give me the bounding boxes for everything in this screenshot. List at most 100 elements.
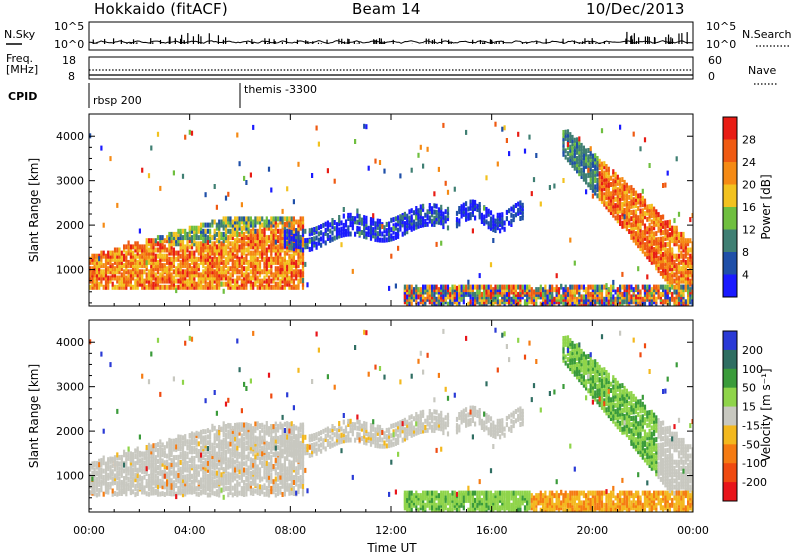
heatmap-cell	[156, 263, 160, 269]
heatmap-cell	[132, 259, 135, 265]
heatmap-cell	[127, 446, 130, 452]
heatmap-cell	[240, 250, 243, 256]
heatmap-cell	[213, 460, 216, 466]
heatmap-cell	[265, 216, 268, 222]
heatmap-cell	[317, 225, 320, 231]
heatmap-cell	[265, 259, 268, 265]
heatmap-cell	[213, 474, 216, 480]
heatmap-cell	[247, 471, 250, 477]
heatmap-cell	[619, 208, 622, 214]
heatmap-cell	[462, 284, 465, 290]
heatmap-cell	[222, 225, 225, 231]
heatmap-cell	[211, 241, 214, 247]
heatmap-cell	[240, 433, 243, 439]
heatmap-cell	[215, 259, 218, 265]
heatmap-cell	[675, 272, 678, 278]
heatmap-cell	[104, 489, 108, 495]
heatmap-cell	[120, 256, 123, 262]
heatmap-cell	[252, 451, 255, 457]
heatmap-cell	[118, 278, 121, 284]
heatmap-cell	[659, 224, 662, 230]
heatmap-cell	[206, 259, 209, 265]
heatmap-cell	[283, 243, 286, 249]
cpid-label: CPID	[8, 90, 37, 103]
heatmap-cell	[218, 284, 221, 290]
heatmap-cell	[138, 228, 141, 234]
heatmap-cell	[628, 229, 631, 234]
heatmap-cell	[301, 235, 305, 241]
heatmap-cell	[166, 459, 169, 465]
heatmap-cell	[419, 223, 422, 228]
heatmap-cell	[582, 151, 585, 157]
heatmap-cell	[197, 470, 200, 476]
heatmap-cell	[179, 272, 182, 278]
heatmap-cell	[125, 250, 128, 256]
heatmap-cell	[315, 125, 318, 131]
heatmap-cell	[446, 206, 450, 212]
heatmap-cell	[311, 237, 314, 242]
heatmap-cell	[111, 256, 114, 262]
heatmap-cell	[156, 458, 160, 464]
heatmap-cell	[263, 225, 266, 231]
heatmap-cell	[682, 278, 685, 284]
heatmap-cell	[138, 275, 141, 281]
heatmap-cell	[238, 238, 241, 244]
heatmap-cell	[548, 185, 551, 190]
noise-panel: N.Sky 10^5 10^0 10^5 10^0 N.Search	[4, 20, 792, 51]
heatmap-cell	[406, 229, 409, 235]
heatmap-cell	[286, 259, 289, 265]
heatmap-cell	[204, 238, 207, 244]
heatmap-cell	[609, 191, 613, 197]
heatmap-cell	[263, 228, 266, 234]
heatmap-cell	[639, 214, 642, 220]
heatmap-cell	[98, 491, 101, 497]
heatmap-cell	[616, 215, 619, 221]
heatmap-cell	[274, 266, 277, 272]
heatmap-cell	[270, 272, 273, 278]
heatmap-cell	[367, 228, 370, 234]
heatmap-cell	[256, 464, 259, 470]
heatmap-cell	[166, 238, 169, 244]
heatmap-cell	[227, 492, 230, 498]
heatmap-cell	[243, 284, 246, 290]
heatmap-cell	[222, 455, 225, 461]
heatmap-cell	[159, 464, 162, 470]
heatmap-cell	[220, 247, 223, 253]
heatmap-cell	[172, 247, 175, 253]
heatmap-cell	[582, 158, 585, 164]
heatmap-cell	[93, 470, 96, 476]
heatmap-cell	[236, 445, 239, 451]
heatmap-cell	[655, 218, 658, 224]
heatmap-cell	[236, 231, 239, 237]
heatmap-cell	[234, 436, 237, 442]
heatmap-cell	[297, 269, 300, 275]
heatmap-cell	[433, 291, 436, 297]
heatmap-cell	[120, 278, 123, 284]
heatmap-cell	[238, 219, 241, 225]
heatmap-cell	[134, 483, 137, 489]
heatmap-cell	[673, 235, 676, 241]
heatmap-cell	[378, 218, 382, 224]
heatmap-cell	[177, 269, 180, 275]
heatmap-cell	[653, 247, 656, 252]
heatmap-cell	[195, 486, 198, 492]
heatmap-cell	[240, 253, 243, 259]
heatmap-cell	[358, 213, 361, 219]
heatmap-cell	[286, 272, 289, 278]
heatmap-cell	[666, 232, 669, 238]
heatmap-cell	[691, 259, 693, 265]
heatmap-cell	[166, 486, 169, 492]
heatmap-cell	[254, 469, 257, 475]
heatmap-cell	[195, 266, 198, 272]
heatmap-cell	[211, 263, 214, 269]
nave-label: Nave	[748, 64, 776, 77]
heatmap-cell	[161, 491, 164, 497]
heatmap-cell	[659, 252, 662, 258]
heatmap-cell	[254, 275, 257, 281]
heatmap-cell	[206, 269, 209, 275]
heatmap-cell	[691, 241, 693, 247]
heatmap-cell	[98, 468, 101, 474]
heatmap-cell	[113, 455, 117, 461]
heatmap-cell	[388, 233, 391, 239]
heatmap-cell	[211, 476, 214, 482]
